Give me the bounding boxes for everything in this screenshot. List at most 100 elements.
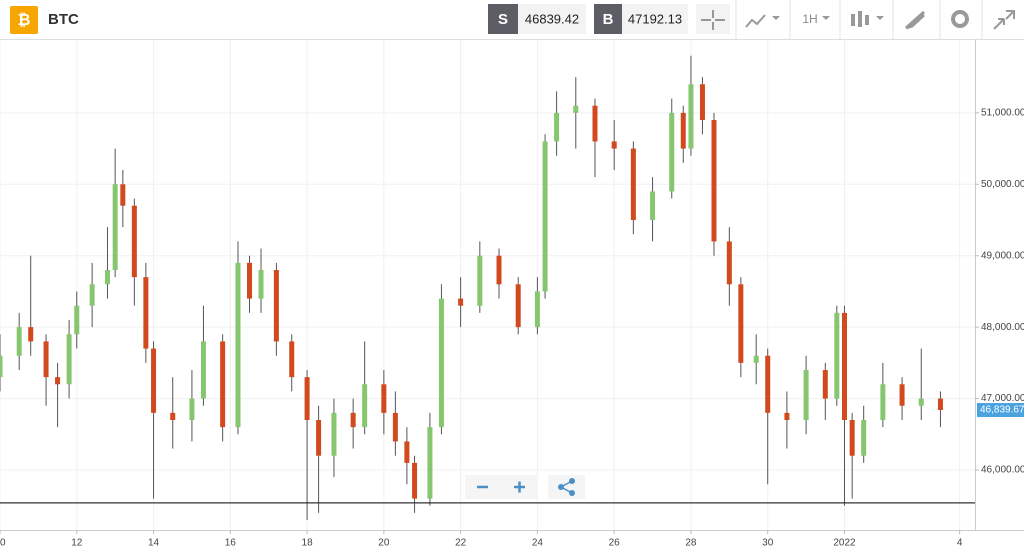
candle-body bbox=[515, 284, 521, 328]
price-tag bbox=[977, 403, 1024, 418]
candle-body bbox=[477, 255, 483, 306]
candle-body bbox=[0, 355, 3, 378]
x-tick-label: 30 bbox=[762, 538, 774, 549]
toolbar-separators bbox=[735, 0, 983, 39]
fullscreen-icon[interactable] bbox=[993, 10, 1015, 30]
candle-body bbox=[918, 398, 924, 406]
buy-button[interactable] bbox=[594, 4, 622, 34]
x-tick-label: 16 bbox=[225, 538, 237, 549]
candle-body bbox=[699, 84, 705, 120]
share-icon bbox=[558, 478, 575, 496]
candle-body bbox=[726, 241, 732, 285]
x-tick-label: 24 bbox=[532, 538, 544, 549]
candle-body bbox=[765, 355, 771, 413]
x-tick-label: 26 bbox=[609, 538, 621, 549]
candle-body bbox=[803, 370, 809, 420]
candle-body bbox=[611, 141, 617, 149]
candle-body bbox=[688, 84, 694, 149]
candle-body bbox=[220, 341, 226, 428]
draw-icon[interactable] bbox=[905, 10, 926, 30]
candle-body bbox=[899, 384, 905, 406]
candle-body bbox=[289, 341, 295, 378]
candle-body bbox=[43, 341, 49, 378]
candle-body bbox=[669, 112, 675, 192]
zoom-controls bbox=[465, 475, 538, 499]
settings-icon[interactable] bbox=[951, 10, 969, 28]
candle-body bbox=[834, 312, 840, 399]
price-tag-label: 46,839.67 bbox=[980, 405, 1024, 416]
candle-body bbox=[74, 305, 80, 335]
candle-body bbox=[55, 377, 61, 385]
candle-body bbox=[304, 377, 310, 420]
x-tick-label: 28 bbox=[685, 538, 697, 549]
zoom-in[interactable] bbox=[514, 481, 525, 493]
x-tick-label: 2022 bbox=[833, 538, 856, 549]
candle-body bbox=[362, 384, 368, 428]
crosshair-icon bbox=[701, 10, 725, 30]
chart-type-icon[interactable] bbox=[745, 14, 766, 28]
candle-body bbox=[822, 370, 828, 399]
candle-body bbox=[16, 327, 22, 356]
buy-label: B bbox=[603, 11, 614, 28]
interval[interactable]: 1H bbox=[802, 12, 817, 26]
candle-body bbox=[849, 420, 855, 456]
candle-body bbox=[841, 312, 847, 420]
candle-body bbox=[404, 441, 410, 463]
candle-body bbox=[258, 270, 264, 299]
y-tick-label: 48,000.00 bbox=[981, 322, 1024, 333]
x-tick-label: 4 bbox=[957, 538, 963, 549]
candle-body bbox=[104, 270, 110, 285]
candle-body bbox=[427, 427, 433, 499]
candle-body bbox=[630, 148, 636, 220]
candle-body bbox=[534, 291, 540, 328]
candle-body bbox=[131, 205, 137, 278]
symbol: BTC bbox=[48, 11, 79, 28]
dropdown-arrow bbox=[772, 16, 780, 20]
candle-body bbox=[496, 255, 502, 285]
share-button[interactable] bbox=[548, 475, 585, 499]
candle-body bbox=[235, 262, 241, 428]
x-tick-label: 12 bbox=[71, 538, 83, 549]
btc-icon bbox=[10, 6, 38, 34]
candle-body bbox=[650, 191, 656, 220]
candle-body bbox=[554, 112, 560, 142]
candle-body bbox=[680, 112, 686, 149]
buy-price: 47192.13 bbox=[628, 11, 682, 26]
sell-label: S bbox=[498, 11, 508, 28]
candle-body bbox=[753, 355, 759, 363]
candle-body bbox=[392, 412, 398, 442]
x-tick-label: 22 bbox=[455, 538, 467, 549]
candle-body bbox=[151, 348, 157, 413]
candle-body bbox=[381, 384, 387, 413]
candle-body bbox=[170, 412, 176, 420]
candle-body bbox=[331, 412, 337, 456]
x-tick-label: 20 bbox=[378, 538, 390, 549]
candle-body bbox=[28, 327, 34, 342]
candle-body bbox=[112, 184, 118, 270]
candle-body bbox=[350, 412, 356, 428]
y-tick-label: 49,000.00 bbox=[981, 250, 1024, 261]
sell-button[interactable] bbox=[488, 4, 518, 34]
sell-price-box[interactable] bbox=[518, 4, 586, 34]
y-tick-label: 46,000.00 bbox=[981, 465, 1024, 476]
candle-body bbox=[458, 298, 464, 306]
candle-body bbox=[861, 420, 867, 456]
candle-body bbox=[120, 184, 126, 206]
candle-body bbox=[66, 334, 72, 385]
x-tick-label: 10 bbox=[0, 538, 6, 549]
candle-body bbox=[880, 384, 886, 420]
candle-body bbox=[316, 420, 322, 456]
y-tick-label: 50,000.00 bbox=[981, 179, 1024, 190]
sell-price: 46839.42 bbox=[525, 11, 579, 26]
candle-body bbox=[573, 105, 579, 113]
dropdown-arrow bbox=[876, 16, 884, 20]
x-tick-label: 18 bbox=[302, 538, 314, 549]
candle-body bbox=[738, 284, 744, 363]
buy-price-box[interactable] bbox=[622, 4, 688, 34]
candle-body bbox=[592, 105, 598, 142]
candle-body bbox=[189, 398, 195, 420]
candles-icon[interactable] bbox=[851, 11, 869, 27]
candle-body bbox=[542, 141, 548, 292]
candle-body bbox=[784, 412, 790, 420]
